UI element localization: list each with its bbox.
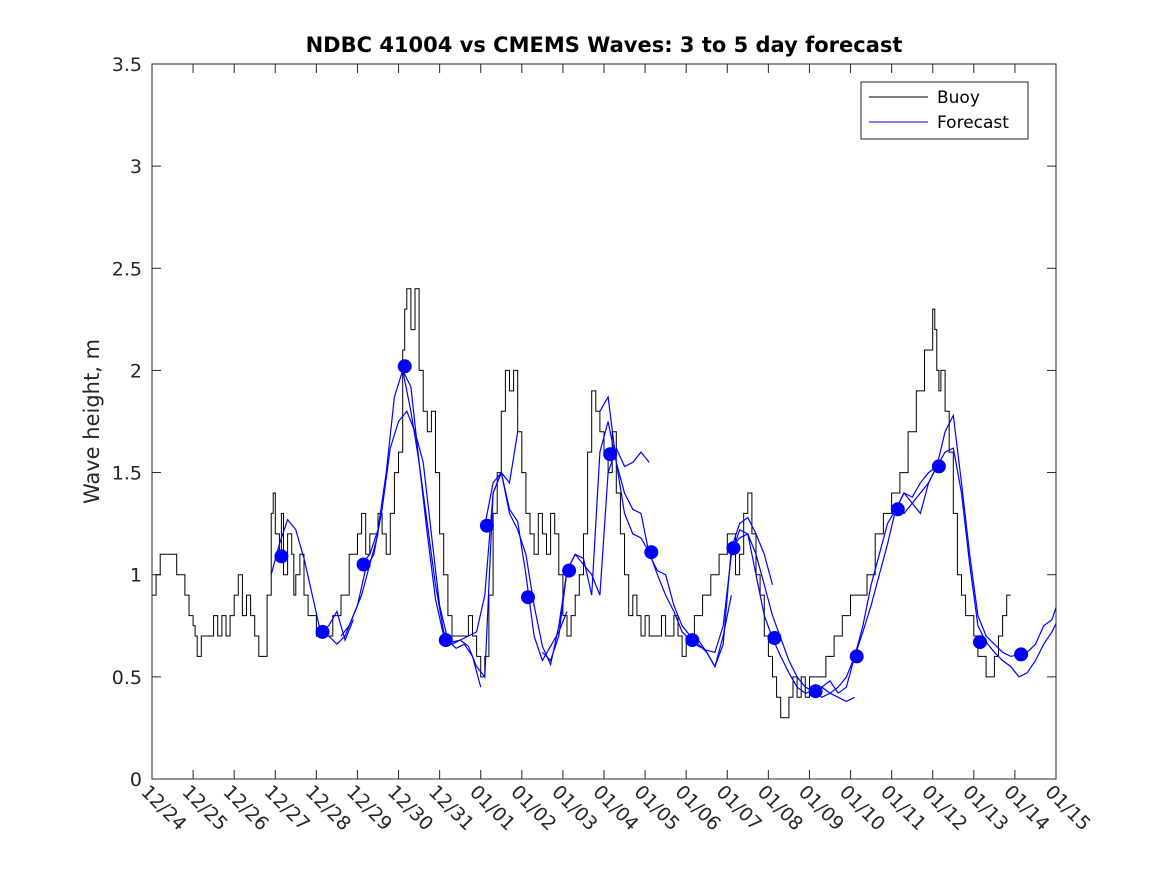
forecast-line	[599, 395, 774, 669]
forecast-marker	[644, 545, 659, 560]
forecast-marker	[726, 541, 741, 556]
plot-area	[151, 63, 1057, 780]
forecast-marker	[479, 518, 494, 533]
forecast-marker	[849, 649, 864, 664]
forecast-marker	[397, 359, 412, 374]
forecast-marker	[973, 635, 987, 650]
forecast-line	[895, 447, 1056, 678]
legend-buoy-label: Buoy	[937, 88, 980, 108]
forecast-marker	[603, 447, 618, 462]
forecast-marker	[274, 549, 289, 564]
forecast-marker	[1014, 647, 1029, 662]
forecast-marker	[808, 684, 823, 699]
y-tick-label: 2.5	[112, 258, 142, 280]
axes-box	[152, 64, 1056, 779]
legend-forecast-label: Forecast	[937, 113, 1009, 133]
forecast-marker	[931, 459, 946, 474]
forecast-line	[541, 421, 732, 669]
y-tick-labels: 0 0.5 1 1.5 2 2.5 3 3.5	[112, 54, 142, 791]
y-tick-label: 0	[130, 769, 142, 791]
forecast-marker	[767, 631, 782, 645]
axes-frame	[151, 63, 1057, 780]
legend: Buoy Forecast	[860, 81, 1029, 140]
y-tick-label: 0.5	[112, 667, 142, 689]
forecast-line	[340, 410, 482, 688]
y-tick-label: 3	[130, 156, 142, 178]
tick-marks	[151, 63, 1057, 780]
forecast-marker	[685, 633, 700, 648]
forecast-line	[402, 370, 568, 662]
chart-title: NDBC 41004 vs CMEMS Waves: 3 to 5 day fo…	[306, 33, 903, 57]
y-tick-label: 1.5	[112, 463, 142, 485]
y-tick-label: 1	[130, 565, 142, 587]
forecast-marker	[438, 633, 453, 648]
y-tick-label: 2	[130, 360, 142, 382]
forecast-marker	[890, 502, 905, 517]
forecast-marker	[315, 624, 330, 639]
series-layer	[152, 288, 1056, 719]
forecast-marker	[562, 563, 577, 578]
legend-box	[860, 81, 1029, 140]
y-axis-label: Wave height, m	[80, 339, 104, 504]
forecast-marker	[356, 557, 371, 572]
forecast-marker	[521, 590, 535, 605]
y-tick-label: 3.5	[112, 54, 142, 76]
forecast-line	[270, 518, 354, 642]
